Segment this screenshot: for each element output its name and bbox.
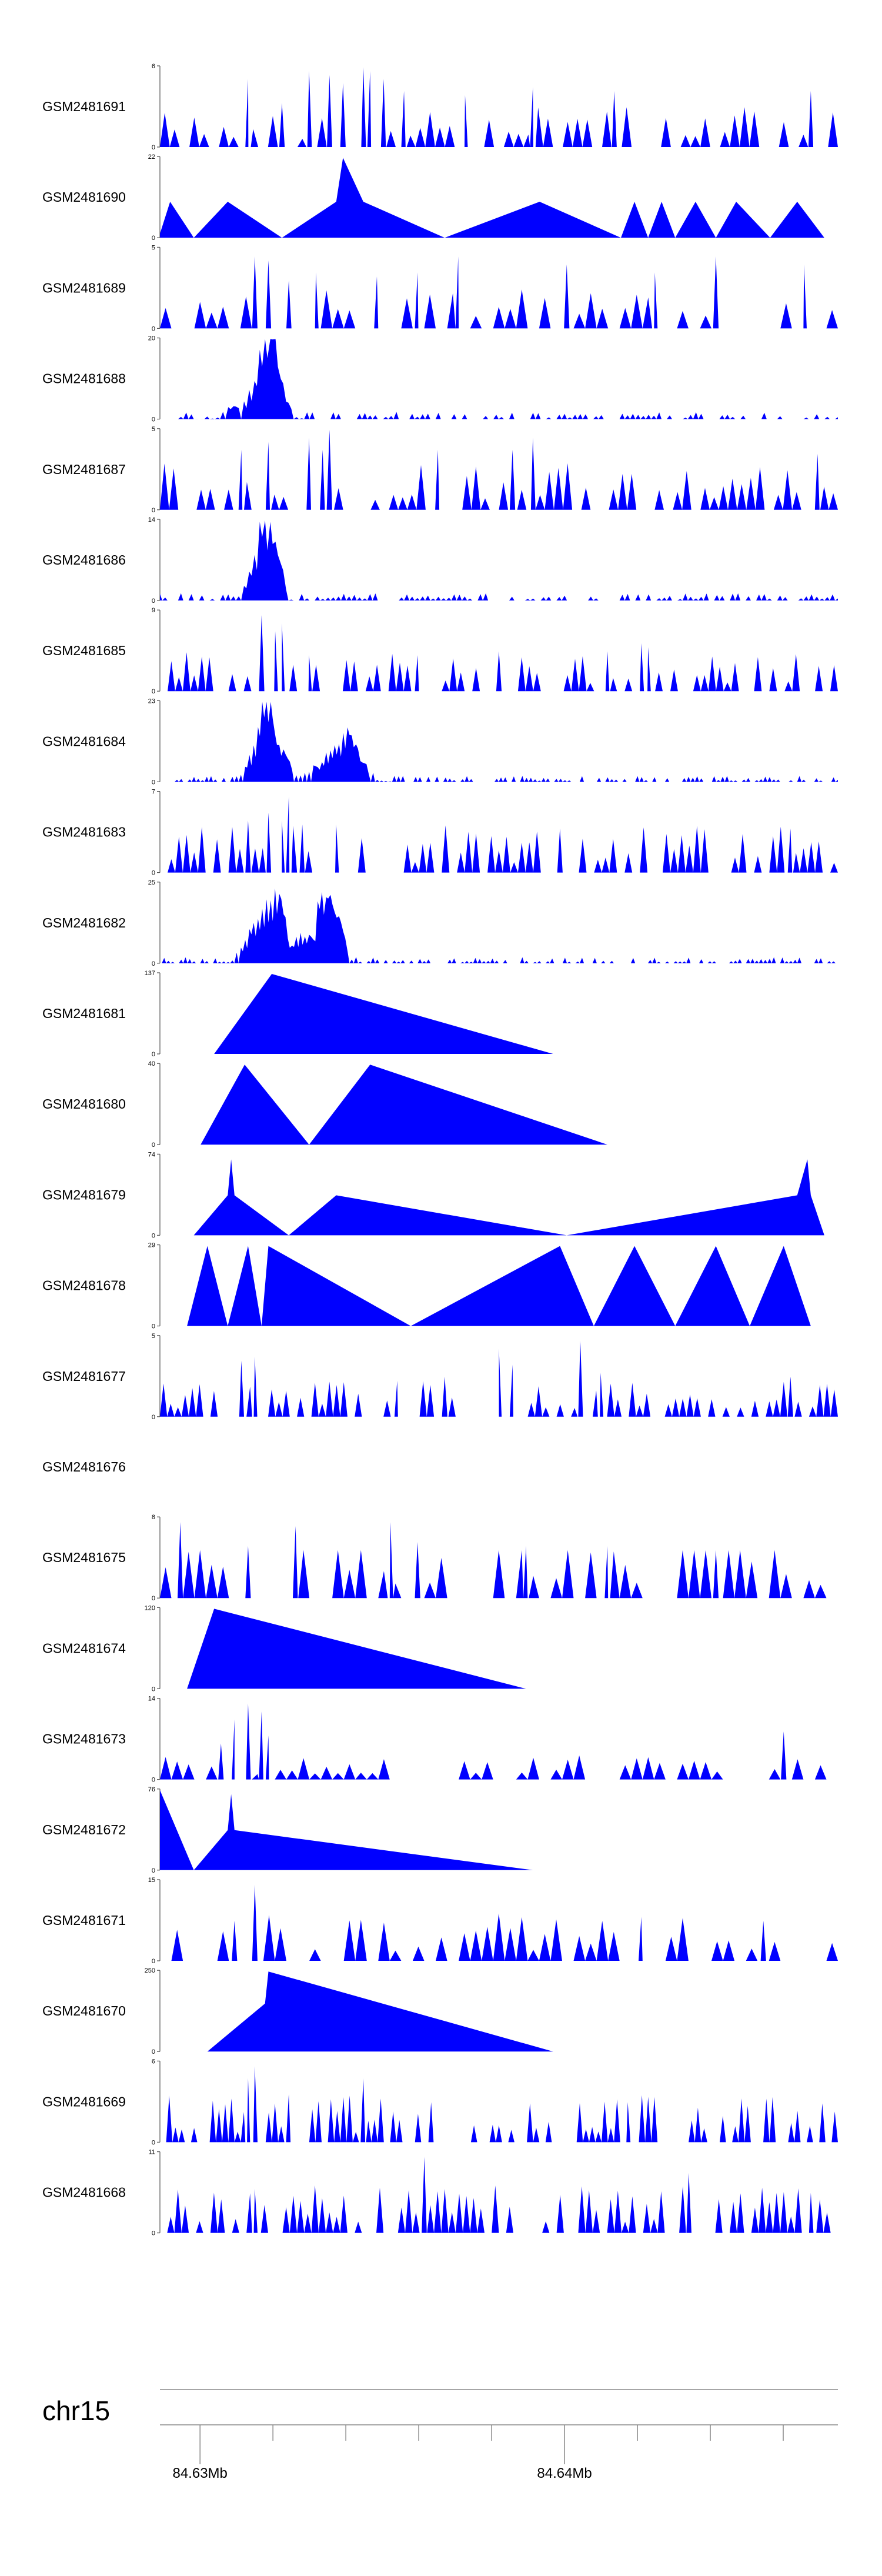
- tracks-group: GSM2481691 6 0 GSM2481690 22 0 GSM2481689 5 0 GSM…: [42, 63, 838, 2237]
- track-y-max-label: 15: [148, 1877, 155, 1884]
- track-y-max-label: 11: [149, 2149, 155, 2156]
- coverage-area: [160, 615, 838, 692]
- track-label: GSM2481691: [42, 99, 126, 114]
- track-y-min-label: 0: [152, 325, 155, 332]
- track-label: GSM2481680: [42, 1096, 126, 1112]
- track-label: GSM2481684: [42, 733, 126, 749]
- track-label: GSM2481678: [42, 1278, 126, 1293]
- track-y-max-label: 120: [145, 1604, 155, 1611]
- track-y-min-label: 0: [152, 870, 155, 877]
- track-y-max-label: 25: [148, 879, 155, 886]
- coverage-area: [160, 796, 838, 873]
- coverage-area: [160, 1790, 533, 1870]
- chromosome-label: chr15: [42, 2395, 110, 2426]
- track-y-min-label: 0: [152, 2139, 155, 2146]
- track-label: GSM2481675: [42, 1550, 126, 1565]
- coverage-area: [193, 1159, 824, 1236]
- track-y-max-label: 14: [148, 516, 155, 523]
- track-y-min-label: 0: [152, 1232, 155, 1239]
- coverage-area: [214, 974, 553, 1054]
- scale-tick-label: 84.64Mb: [537, 2465, 592, 2481]
- track-y-max-label: 9: [152, 607, 155, 614]
- track-y-min-label: 0: [152, 1414, 155, 1421]
- track-y-min-label: 0: [152, 779, 155, 786]
- track-y-min-label: 0: [152, 1323, 155, 1330]
- track-label: GSM2481686: [42, 552, 126, 568]
- track-y-min-label: 0: [152, 144, 155, 151]
- track-label: GSM2481668: [42, 2185, 126, 2200]
- track-y-min-label: 0: [152, 507, 155, 514]
- track-label: GSM2481688: [42, 371, 126, 386]
- track-y-min-label: 0: [152, 688, 155, 695]
- track-y-min-label: 0: [152, 1595, 155, 1602]
- coverage-area: [160, 256, 838, 329]
- track-y-max-label: 76: [148, 1786, 155, 1793]
- track-y-min-label: 0: [152, 2230, 155, 2237]
- track-y-min-label: 0: [152, 960, 155, 967]
- coverage-area: [207, 1971, 553, 2052]
- coverage-area: [160, 702, 838, 782]
- track-label: GSM2481685: [42, 643, 126, 658]
- track-y-min-label: 0: [152, 598, 155, 605]
- track-y-max-label: 23: [148, 698, 155, 705]
- track-y-max-label: 5: [152, 244, 155, 251]
- track-label: GSM2481687: [42, 462, 126, 477]
- track-y-max-label: 14: [148, 1696, 155, 1703]
- track-y-max-label: 40: [148, 1060, 155, 1067]
- track-label: GSM2481681: [42, 1006, 126, 1021]
- track-y-min-label: 0: [152, 2048, 155, 2056]
- track-label: GSM2481672: [42, 1822, 126, 1837]
- track-label: GSM2481669: [42, 2094, 126, 2109]
- track-label: GSM2481674: [42, 1640, 126, 1656]
- track-label: GSM2481682: [42, 915, 126, 930]
- coverage-area: [201, 1065, 607, 1145]
- track-label: GSM2481677: [42, 1369, 126, 1384]
- coverage-area: [160, 67, 838, 147]
- track-y-max-label: 8: [152, 1514, 155, 1521]
- coverage-area: [160, 158, 824, 238]
- coverage-area: [160, 2157, 838, 2233]
- track-y-max-label: 22: [148, 154, 155, 161]
- coverage-area: [160, 1522, 838, 1599]
- chromosome-scale: chr15 84.63Mb 84.64Mb: [42, 2389, 838, 2481]
- track-label: GSM2481690: [42, 189, 126, 205]
- track-y-max-label: 137: [145, 970, 155, 977]
- coverage-area: [160, 520, 838, 600]
- track-label: GSM2481679: [42, 1187, 126, 1202]
- scale-tick-label: 84.63Mb: [172, 2465, 227, 2481]
- track-label: GSM2481673: [42, 1731, 126, 1747]
- track-y-min-label: 0: [152, 416, 155, 423]
- track-label: GSM2481683: [42, 825, 126, 840]
- coverage-area: [187, 1609, 526, 1689]
- coverage-area: [160, 2066, 838, 2143]
- track-y-min-label: 0: [152, 1958, 155, 1965]
- track-y-max-label: 74: [148, 1151, 155, 1158]
- track-y-min-label: 0: [152, 235, 155, 242]
- coverage-area: [160, 1340, 838, 1417]
- track-y-max-label: 7: [152, 789, 155, 796]
- track-y-min-label: 0: [152, 1142, 155, 1149]
- coverage-area: [187, 1246, 811, 1326]
- track-y-max-label: 20: [148, 335, 155, 342]
- track-y-min-label: 0: [152, 1867, 155, 1874]
- coverage-area: [160, 1884, 838, 1961]
- track-y-max-label: 5: [152, 1333, 155, 1340]
- track-y-max-label: 6: [152, 2058, 155, 2065]
- track-y-min-label: 0: [152, 1051, 155, 1058]
- coverage-area: [160, 429, 838, 510]
- coverage-area: [160, 339, 838, 419]
- track-y-min-label: 0: [152, 1686, 155, 1693]
- track-y-max-label: 5: [152, 426, 155, 433]
- track-y-max-label: 29: [148, 1242, 155, 1249]
- coverage-area: [160, 888, 838, 963]
- coverage-area: [160, 1703, 838, 1780]
- track-label: GSM2481671: [42, 1913, 126, 1928]
- track-label: GSM2481689: [42, 280, 126, 295]
- track-y-min-label: 0: [152, 1777, 155, 1784]
- track-label: GSM2481670: [42, 2003, 126, 2018]
- track-label: GSM2481676: [42, 1459, 126, 1474]
- track-y-max-label: 250: [145, 1967, 155, 1974]
- track-y-max-label: 6: [152, 63, 155, 70]
